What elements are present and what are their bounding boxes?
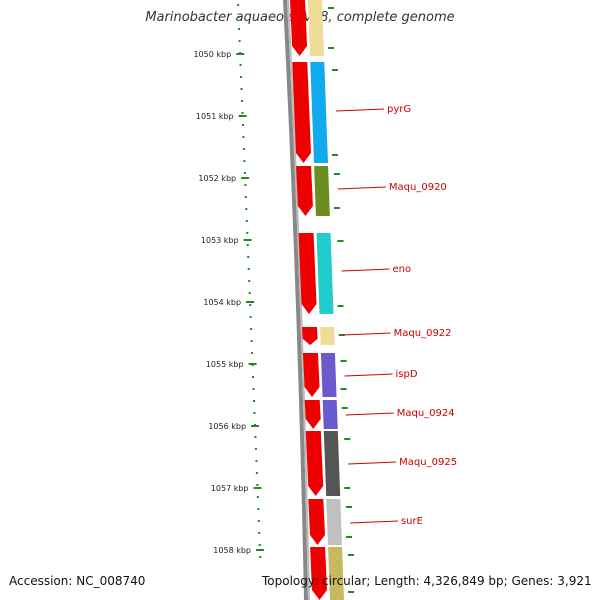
gene-block bbox=[308, 0, 325, 56]
minor-tick bbox=[254, 436, 257, 438]
strand-arrow bbox=[301, 327, 318, 345]
minor-tick bbox=[252, 376, 255, 378]
gene-leader-line bbox=[335, 108, 384, 112]
minor-tick bbox=[240, 76, 243, 78]
minor-tick bbox=[254, 448, 257, 450]
tick-label: 1056 kbp bbox=[208, 422, 246, 431]
tick-label: 1058 kbp bbox=[213, 546, 251, 555]
gene-label: Maqu_0920 bbox=[389, 182, 447, 193]
minor-tick bbox=[258, 544, 261, 546]
minor-tick bbox=[249, 304, 252, 306]
gene-label: Maqu_0925 bbox=[399, 457, 457, 468]
minor-tick bbox=[243, 172, 246, 174]
gene-block bbox=[323, 431, 341, 496]
minor-tick bbox=[251, 352, 254, 354]
minor-tick bbox=[248, 292, 251, 294]
minor-tick bbox=[253, 400, 255, 402]
minor-tick bbox=[246, 232, 249, 234]
tick-label: 1050 kbp bbox=[193, 50, 231, 59]
minor-tick bbox=[255, 472, 258, 474]
tick-label: 1053 kbp bbox=[201, 236, 239, 245]
minor-tick bbox=[258, 532, 261, 534]
strand-arrow bbox=[310, 547, 327, 600]
minor-tick bbox=[243, 160, 246, 162]
gene-label: surE bbox=[401, 516, 423, 527]
tick-label: 1057 kbp bbox=[211, 484, 249, 493]
minor-tick bbox=[246, 244, 249, 246]
minor-tick bbox=[259, 556, 262, 558]
gene-block bbox=[328, 547, 344, 600]
strand-arrow bbox=[298, 233, 317, 314]
strand-arrow bbox=[296, 166, 313, 216]
strand-arrow bbox=[302, 353, 320, 397]
gene-leader-line bbox=[345, 412, 394, 416]
gene-leader-line bbox=[349, 520, 399, 524]
gene-label: Maqu_0924 bbox=[397, 408, 455, 419]
tick-label: 1055 kbp bbox=[206, 360, 244, 369]
gene-leader-line bbox=[348, 461, 397, 465]
minor-tick bbox=[241, 112, 244, 114]
minor-tick bbox=[238, 40, 241, 42]
gene-leader-line bbox=[341, 268, 390, 272]
minor-tick bbox=[253, 412, 256, 414]
minor-tick bbox=[256, 484, 259, 486]
strand-arrow bbox=[308, 499, 325, 545]
gene-block bbox=[319, 327, 335, 345]
minor-tick bbox=[239, 64, 242, 66]
minor-tick bbox=[244, 196, 247, 198]
minor-tick bbox=[249, 316, 252, 318]
tick-label: 1051 kbp bbox=[196, 112, 234, 121]
strand-arrow bbox=[305, 431, 324, 496]
tick-label: 1052 kbp bbox=[198, 174, 236, 183]
gene-label: Maqu_0922 bbox=[394, 328, 452, 339]
strand-arrow bbox=[304, 400, 321, 429]
minor-tick bbox=[241, 100, 243, 102]
minor-tick bbox=[242, 148, 245, 150]
gene-block bbox=[320, 353, 337, 397]
backbone-line bbox=[283, 0, 308, 600]
minor-tick bbox=[256, 496, 259, 498]
tick-label: 1054 kbp bbox=[203, 298, 241, 307]
minor-tick bbox=[255, 460, 258, 462]
minor-tick bbox=[241, 124, 244, 126]
gene-leader-line bbox=[342, 332, 391, 336]
minor-tick bbox=[245, 220, 248, 222]
minor-tick bbox=[250, 340, 253, 342]
gene-leader-line bbox=[337, 186, 386, 190]
minor-tick bbox=[245, 208, 248, 210]
minor-tick bbox=[250, 328, 253, 330]
minor-tick bbox=[242, 136, 245, 138]
strand-arrow bbox=[290, 0, 308, 56]
strand-arrow bbox=[292, 62, 311, 163]
minor-tick bbox=[238, 28, 241, 30]
minor-tick bbox=[247, 256, 250, 258]
gene-label: eno bbox=[393, 264, 412, 275]
gene-block bbox=[322, 400, 338, 429]
minor-tick bbox=[240, 88, 243, 90]
minor-tick bbox=[252, 388, 255, 390]
backbone-shadow bbox=[287, 0, 310, 600]
accession-text: Accession: NC_008740 bbox=[9, 574, 146, 588]
gene-block bbox=[310, 62, 328, 163]
minor-tick bbox=[257, 520, 260, 522]
minor-tick bbox=[247, 268, 250, 270]
gene-leader-line bbox=[344, 373, 393, 377]
gene-block bbox=[326, 499, 342, 545]
gene-block bbox=[314, 166, 330, 216]
topology-text: Topology: circular; Length: 4,326,849 bp… bbox=[262, 574, 592, 588]
minor-tick bbox=[244, 184, 247, 186]
gene-block bbox=[316, 233, 334, 314]
minor-tick bbox=[248, 280, 251, 282]
gene-label: pyrG bbox=[387, 104, 411, 115]
gene-label: ispD bbox=[396, 369, 418, 380]
minor-tick bbox=[237, 16, 240, 18]
minor-tick bbox=[257, 508, 260, 510]
minor-tick bbox=[237, 4, 240, 6]
